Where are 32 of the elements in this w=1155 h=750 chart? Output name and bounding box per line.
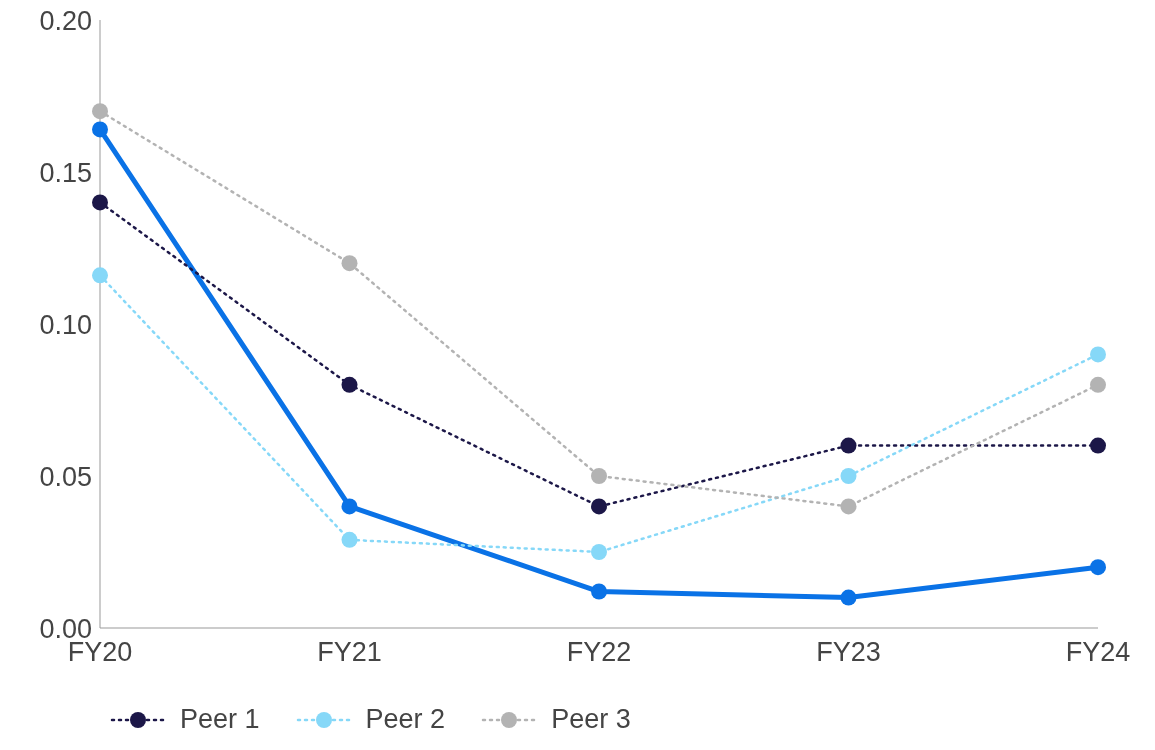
point xyxy=(92,103,108,120)
point xyxy=(341,376,358,393)
point xyxy=(341,255,358,272)
point xyxy=(840,498,857,515)
point xyxy=(591,544,607,560)
x-tick-label: FY20 xyxy=(67,637,133,668)
point xyxy=(1090,559,1106,576)
y-tick-label: 0.15 xyxy=(39,157,92,188)
legend-label: Peer 2 xyxy=(365,704,446,735)
x-tick-label: FY23 xyxy=(816,637,881,668)
point xyxy=(1090,437,1106,454)
point xyxy=(92,267,108,284)
point xyxy=(840,589,857,606)
point xyxy=(341,498,358,515)
x-tick-label: FY24 xyxy=(1065,637,1131,668)
point xyxy=(591,583,607,600)
point xyxy=(840,437,857,454)
y-tick-label: 0.10 xyxy=(39,309,92,340)
y-tick-label: 0.20 xyxy=(39,5,92,36)
x-tick-label: FY22 xyxy=(566,637,632,668)
point xyxy=(92,121,108,138)
point xyxy=(92,194,108,211)
point xyxy=(1090,376,1106,393)
y-tick-label: 0.05 xyxy=(39,461,92,492)
legend-label: Peer 3 xyxy=(551,704,631,735)
point xyxy=(341,531,358,548)
point xyxy=(1090,346,1106,363)
point xyxy=(840,468,857,484)
legend-label: Peer 1 xyxy=(180,704,260,735)
point xyxy=(591,468,607,484)
point xyxy=(591,498,607,515)
x-tick-label: FY21 xyxy=(317,637,382,668)
